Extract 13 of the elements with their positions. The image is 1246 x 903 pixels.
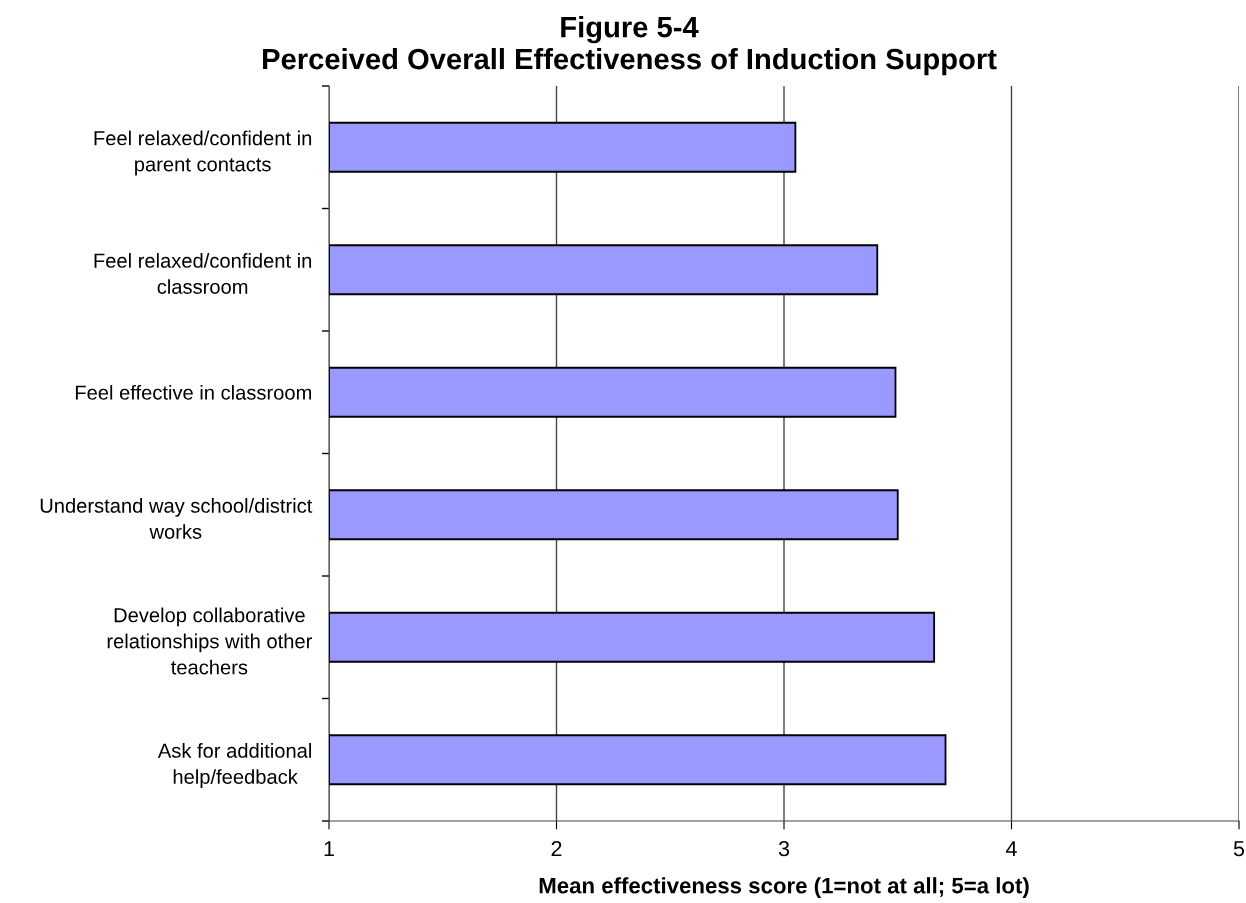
chart-title: Figure 5-4 Perceived Overall Effectiveness of Induction Support — [263, 16, 997, 76]
y-tick-label: Ask for additional help/feedback — [157, 743, 311, 788]
x-tick-label: 5 — [1233, 841, 1245, 857]
x-tick-label: 1 — [324, 841, 334, 857]
y-tick-label: Feel relaxed/confident in classroom — [94, 253, 312, 294]
x-tick-label: 4 — [1006, 841, 1017, 857]
y-tick-label: Understand way school/district works — [40, 498, 313, 539]
x-tick-label: 3 — [778, 841, 790, 857]
y-tick-label: Feel effective in classroom — [75, 384, 312, 400]
x-tick-label: 2 — [551, 841, 562, 857]
y-tick-label: Feel relaxed/confident in parent contacts — [94, 130, 312, 176]
x-axis-title: Mean effectiveness score (1=not at all; 5=a lot) — [539, 877, 1029, 898]
y-tick-label: Develop collaborative relationships with other teachers — [107, 607, 313, 675]
